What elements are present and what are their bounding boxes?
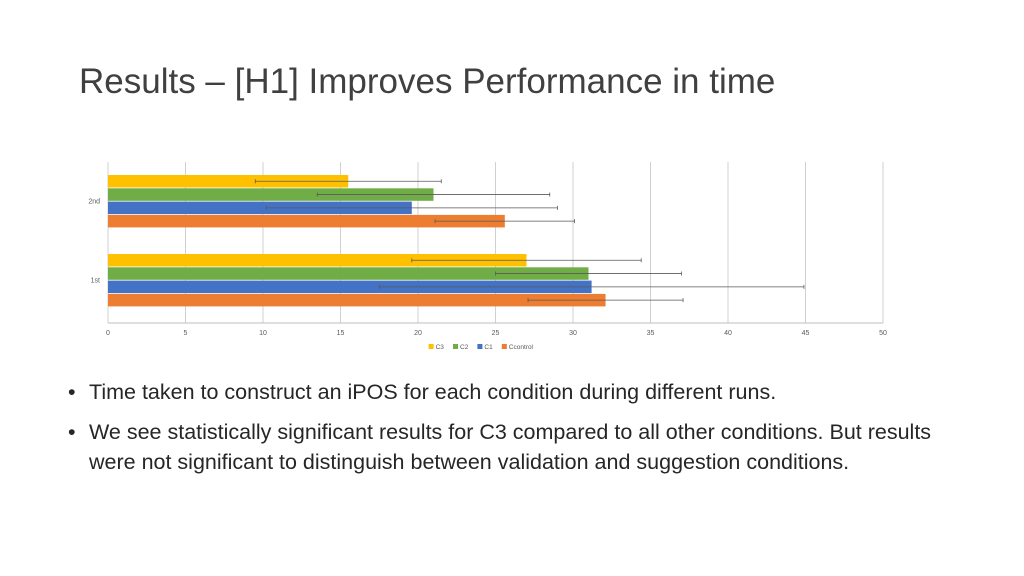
bar: [108, 188, 434, 201]
bar: [108, 280, 592, 294]
slide-title: Results – [H1] Improves Performance in t…: [79, 62, 776, 101]
x-tick-label: 25: [492, 330, 500, 337]
legend-label: Ccontrol: [509, 344, 534, 351]
bullet-text: We see statistically significant results…: [89, 420, 932, 474]
y-category-label: 2nd: [88, 199, 100, 206]
bullet-marker: •: [68, 420, 76, 444]
bullet-text: Time taken to construct an iPOS for each…: [89, 380, 777, 404]
legend-label: C3: [436, 344, 445, 351]
x-tick-label: 0: [106, 330, 110, 337]
bar: [108, 201, 412, 215]
bar: [108, 175, 349, 188]
x-tick-label: 45: [802, 330, 810, 337]
legend-swatch: [477, 344, 483, 349]
legend-label: C2: [460, 344, 469, 351]
x-tick-label: 5: [184, 330, 188, 337]
legend-swatch: [501, 344, 507, 349]
legend-swatch: [453, 344, 458, 349]
bullet-marker: •: [68, 380, 76, 404]
bar: [108, 254, 527, 267]
x-tick-label: 15: [337, 330, 345, 337]
x-tick-label: 30: [569, 330, 577, 337]
x-tick-label: 10: [259, 330, 267, 337]
x-tick-label: 20: [414, 330, 422, 337]
bullet-list: • Time taken to construct an iPOS for ea…: [66, 377, 946, 487]
bar: [108, 267, 589, 280]
x-tick-label: 35: [647, 330, 655, 337]
legend-label: C1: [484, 344, 493, 351]
legend-swatch: [428, 344, 434, 349]
bullet-item: • Time taken to construct an iPOS for ea…: [66, 377, 946, 407]
bullet-item: • We see statistically significant resul…: [66, 417, 946, 477]
bar: [108, 214, 505, 228]
y-category-label: 1st: [91, 278, 100, 285]
bar-chart: 0 5 10 15 20 25 30 35 40 45 50 2nd 1st C3 C2 C1 Ccontrol: [88, 162, 887, 351]
x-tick-label: 40: [724, 330, 732, 337]
bar: [108, 293, 606, 307]
x-tick-label: 50: [879, 330, 887, 337]
